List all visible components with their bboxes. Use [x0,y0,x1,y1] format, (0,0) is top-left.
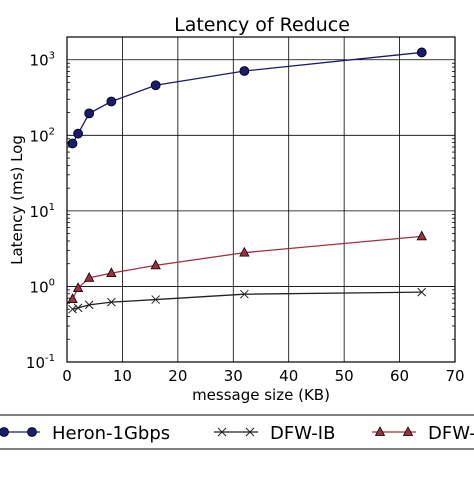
series-layer [67,47,427,314]
series-line-dfw [71,235,422,300]
marker-stroke [84,300,94,310]
data-point-dfw [416,230,427,241]
legend: Heron-1Gbps DFW-IB DFW- [0,423,474,444]
data-point-dfw-ib [106,297,116,307]
data-point-dfw-ib [84,300,94,310]
y-tick-label: 101 [30,202,55,221]
data-point-heron-1gbps [239,66,250,76]
x-axis-label: message size (KB) [192,386,330,404]
marker-stroke [417,287,427,297]
x-tick-label: 50 [335,367,354,385]
x-tick-label: 10 [113,367,132,385]
marker-stroke [151,295,161,304]
marker-stroke [240,289,249,299]
y-tick-label: 103 [30,51,55,70]
legend-label: Heron-1Gbps [52,423,170,444]
chart-title: Latency of Reduce [174,14,350,36]
marker-stroke [68,304,77,314]
series-dfw-ib [68,287,427,314]
legend-marker [245,427,255,437]
data-point-dfw [106,267,117,278]
x-tick-label: 70 [445,367,464,385]
y-axis-ticks: 10-1 100 101 102 103 [26,36,455,372]
legend-marker [217,427,227,437]
x-tick-label: 0 [62,367,72,385]
x-tick-label: 20 [168,367,187,385]
marker-stroke [217,427,227,437]
data-point-heron-1gbps [150,80,161,91]
data-point-dfw-ib [73,303,83,313]
data-point-dfw [67,293,78,303]
data-point-dfw-ib [151,295,161,304]
x-tick-label: 40 [279,367,298,385]
series-dfw [67,230,427,303]
data-point-heron-1gbps [67,138,78,149]
legend-item-dfw: DFW- [372,423,474,444]
x-tick-label: 30 [224,367,243,385]
data-point-dfw [150,259,161,270]
legend-marker [0,427,9,437]
series-line-heron-1gbps [71,51,422,144]
data-point-dfw-ib [240,289,249,299]
x-axis-ticks: 0 10 20 30 40 50 60 70 [62,367,464,385]
y-tick-label: 10-1 [26,353,55,372]
data-point-heron-1gbps [73,128,83,139]
marker-stroke [245,427,255,437]
grid-lines [66,37,456,363]
data-point-dfw-ib [68,304,77,314]
legend-marker [402,426,414,436]
y-tick-label: 100 [30,277,55,296]
legend-item-heron-1gbps: Heron-1Gbps [0,423,170,444]
plot-frame [66,36,456,363]
data-point-heron-1gbps [84,108,95,119]
y-axis-label: Latency (ms) Log [8,135,26,265]
series-heron-1gbps [67,47,427,149]
legend-marker [374,426,386,436]
legend-marker [27,427,37,437]
data-point-heron-1gbps [106,96,117,107]
data-point-dfw-ib [417,287,427,297]
legend-label: DFW-IB [270,423,335,444]
legend-item-dfw-ib: DFW-IB [214,423,335,444]
x-tick-label: 60 [390,367,409,385]
data-point-dfw [239,246,250,257]
data-point-dfw [84,271,95,282]
series-line-dfw-ib [72,291,422,310]
marker-stroke [73,303,83,313]
data-point-heron-1gbps [416,47,427,58]
data-point-dfw [72,282,84,293]
y-tick-label: 102 [30,126,55,145]
legend-label: DFW- [428,423,474,444]
marker-stroke [106,297,116,307]
